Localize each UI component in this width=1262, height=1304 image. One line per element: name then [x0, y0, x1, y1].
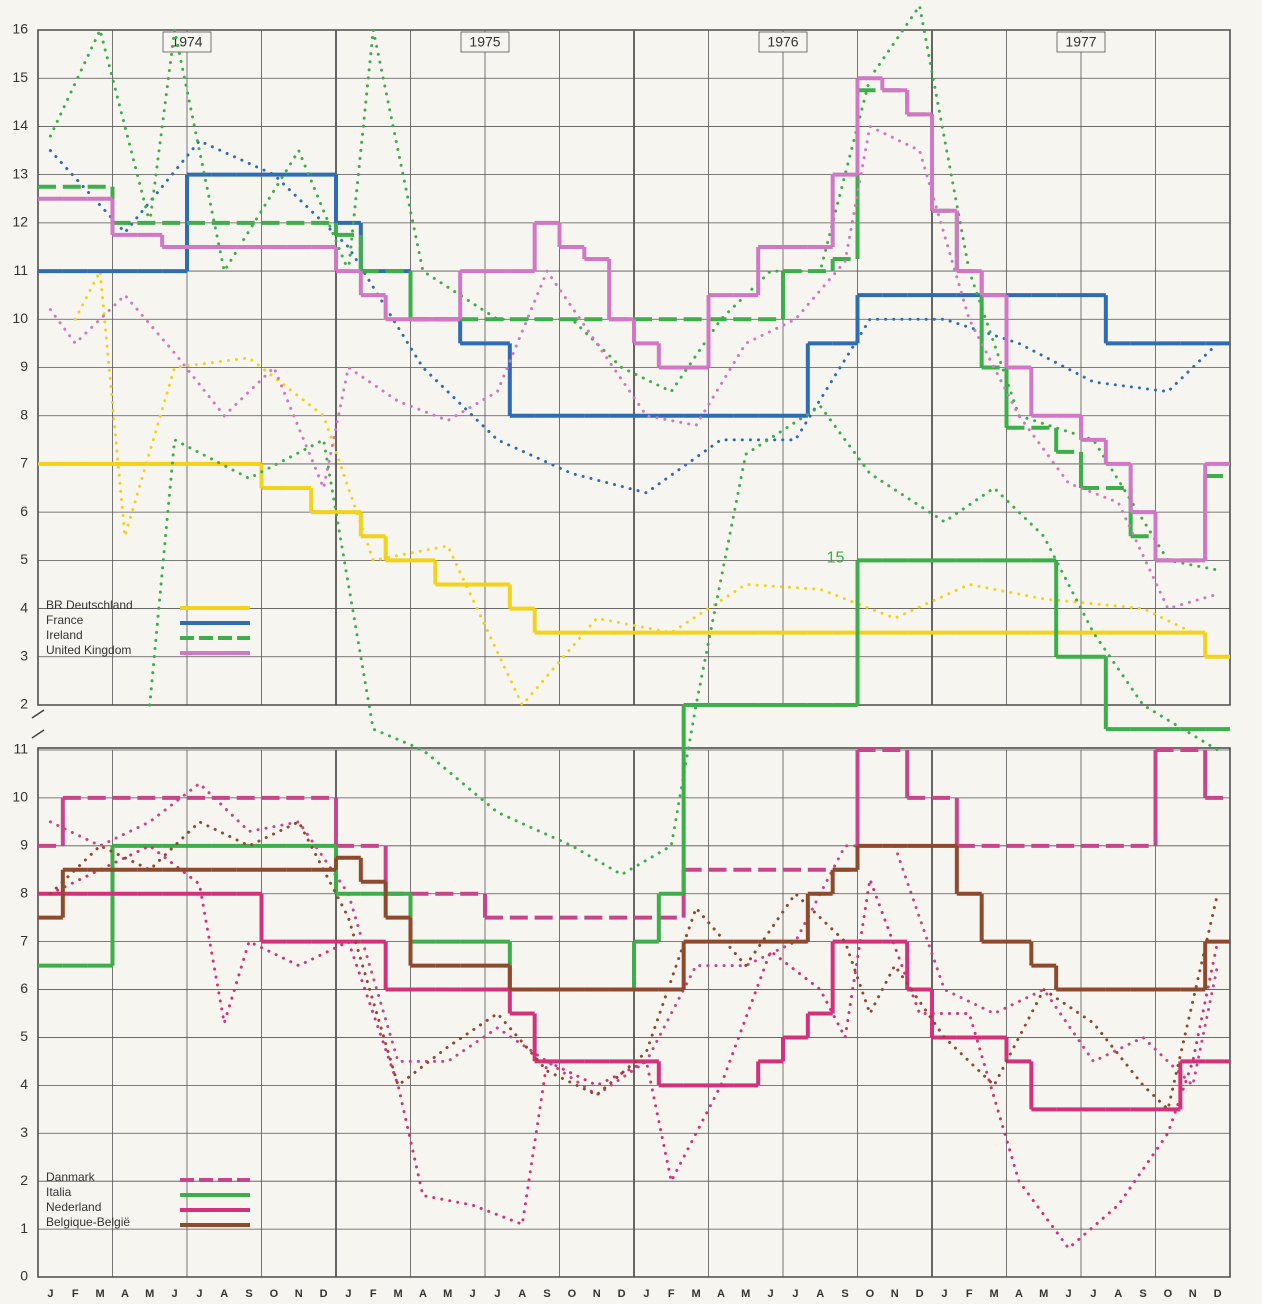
month-label: M — [393, 1288, 402, 1300]
month-label: J — [494, 1288, 500, 1300]
market-rate-line — [48, 781, 1220, 1097]
legend-label: Danmark — [46, 1170, 96, 1184]
y-tick-label: 16 — [12, 21, 28, 37]
axis-break — [31, 709, 45, 739]
month-label: S — [841, 1288, 848, 1300]
market-rate-line — [48, 139, 1220, 495]
month-label: A — [419, 1288, 427, 1300]
y-tick-label: 5 — [20, 551, 28, 567]
y-tick-label: 7 — [20, 455, 28, 471]
y-tick-label: 10 — [12, 789, 28, 805]
month-label: F — [72, 1288, 79, 1300]
legend-label: Nederland — [46, 1200, 101, 1214]
y-tick-label: 9 — [20, 358, 28, 374]
month-label: A — [717, 1288, 725, 1300]
y-tick-label: 6 — [20, 980, 28, 996]
month-label: D — [916, 1288, 924, 1300]
month-label: A — [220, 1288, 228, 1300]
market-rate-line — [48, 2, 1220, 572]
y-tick-label: 12 — [12, 214, 28, 230]
month-label: M — [691, 1288, 700, 1300]
month-label: M — [443, 1288, 452, 1300]
month-label: J — [792, 1288, 798, 1300]
month-label: M — [989, 1288, 998, 1300]
y-tick-label: 11 — [13, 741, 28, 757]
year-label: 1975 — [469, 34, 500, 50]
month-label: J — [1066, 1288, 1072, 1300]
year-label: 1976 — [767, 34, 798, 50]
month-label: N — [1189, 1288, 1197, 1300]
month-label: S — [543, 1288, 550, 1300]
month-label: D — [1214, 1288, 1222, 1300]
year-box — [460, 31, 510, 53]
month-label: J — [941, 1288, 947, 1300]
month-label: O — [270, 1288, 279, 1300]
y-tick-label: 8 — [20, 406, 28, 422]
month-label: N — [295, 1288, 303, 1300]
year-label: 1977 — [1065, 34, 1096, 50]
month-label: O — [568, 1288, 577, 1300]
y-tick-label: 10 — [12, 310, 28, 326]
legend-label: Belgique-België — [46, 1215, 130, 1229]
y-tick-label: 4 — [20, 599, 28, 615]
month-label: A — [816, 1288, 824, 1300]
y-tick-label: 6 — [20, 503, 28, 519]
month-label: J — [47, 1288, 53, 1300]
month-label: M — [741, 1288, 750, 1300]
y-tick-label: 11 — [13, 262, 28, 278]
month-label: J — [345, 1288, 351, 1300]
month-label: A — [1114, 1288, 1122, 1300]
month-label: D — [320, 1288, 328, 1300]
legend-label: Italia — [46, 1185, 72, 1199]
y-tick-label: 2 — [20, 1172, 28, 1188]
y-tick-label: 3 — [20, 647, 28, 663]
month-label: S — [1139, 1288, 1146, 1300]
month-label: O — [866, 1288, 875, 1300]
month-label: F — [668, 1288, 675, 1300]
month-label: D — [618, 1288, 626, 1300]
month-label: J — [1090, 1288, 1096, 1300]
month-label: F — [370, 1288, 377, 1300]
y-tick-label: 8 — [20, 884, 28, 900]
y-tick-label: 7 — [20, 932, 28, 948]
y-tick-label: 13 — [12, 165, 28, 181]
y-tick-label: 9 — [20, 837, 28, 853]
y-tick-label: 4 — [20, 1076, 28, 1092]
y-tick-label: 15 — [12, 69, 28, 85]
y-tick-label: 2 — [20, 696, 28, 712]
month-label: M — [145, 1288, 154, 1300]
y-tick-label: 3 — [20, 1124, 28, 1140]
y-tick-label: 5 — [20, 1028, 28, 1044]
month-label: O — [1164, 1288, 1173, 1300]
month-label: S — [245, 1288, 252, 1300]
month-label: J — [196, 1288, 202, 1300]
legend-label: France — [46, 613, 84, 627]
year-box — [758, 31, 808, 53]
annotation: 15 — [827, 550, 845, 567]
y-tick-label: 0 — [20, 1268, 28, 1284]
month-label: J — [172, 1288, 178, 1300]
month-label: N — [593, 1288, 601, 1300]
month-label: F — [966, 1288, 973, 1300]
legend-label: BR Deutschland — [46, 598, 133, 612]
y-tick-label: 14 — [12, 117, 28, 133]
month-label: A — [518, 1288, 526, 1300]
month-label: A — [1015, 1288, 1023, 1300]
y-tick-label: 1 — [20, 1220, 28, 1236]
year-box — [1056, 31, 1106, 53]
month-label: N — [891, 1288, 899, 1300]
month-label: J — [470, 1288, 476, 1300]
month-label: M — [1039, 1288, 1048, 1300]
month-label: A — [121, 1288, 129, 1300]
month-label: J — [643, 1288, 649, 1300]
legend-label: Ireland — [46, 628, 83, 642]
legend-label: United Kingdom — [46, 643, 131, 657]
month-label: J — [768, 1288, 774, 1300]
month-label: M — [95, 1288, 104, 1300]
